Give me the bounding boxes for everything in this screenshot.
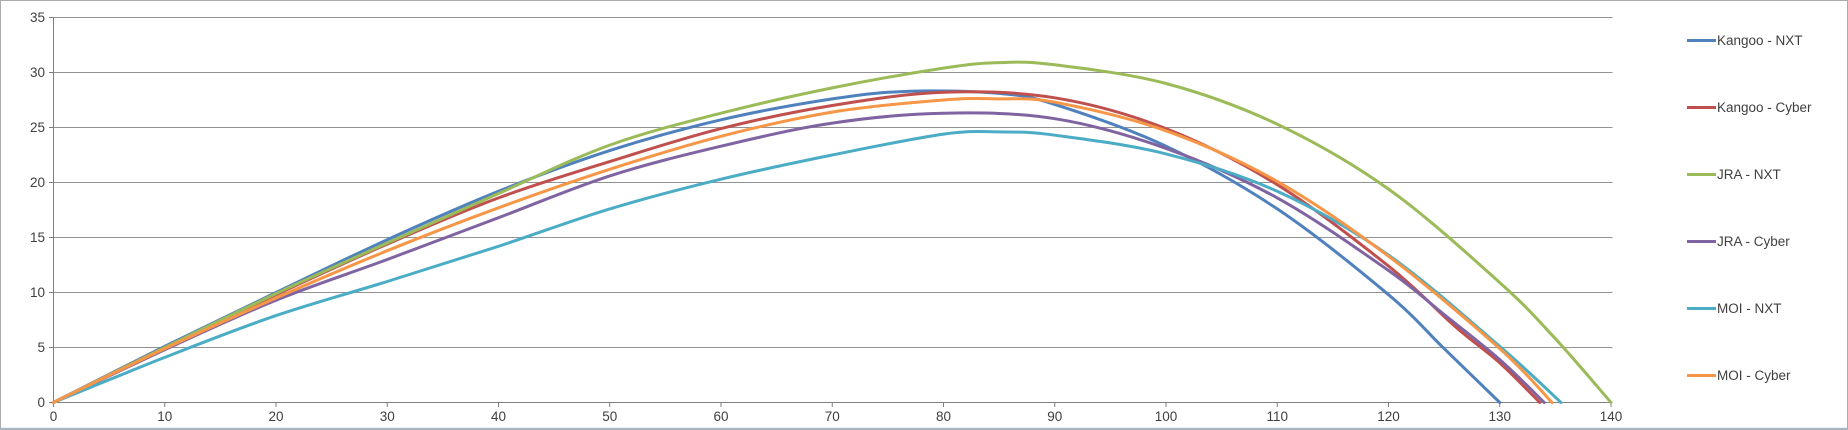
legend-item-moi-nxt[interactable]: MOI - NXT — [1687, 301, 1812, 317]
y-axis-tick-label: 30 — [30, 65, 45, 80]
y-axis-tick-label: 20 — [30, 175, 45, 190]
y-axis-tick-label: 15 — [30, 230, 45, 245]
x-axis-tick-label: 100 — [1155, 409, 1178, 424]
y-axis-tick-label: 5 — [37, 340, 45, 355]
x-axis-tick-label: 10 — [157, 409, 172, 424]
x-axis-tick-label: 90 — [1047, 409, 1062, 424]
legend-item-label: Kangoo - Cyber — [1717, 99, 1812, 115]
legend-item-jra-nxt[interactable]: JRA - NXT — [1687, 166, 1812, 182]
legend-swatch-line — [1687, 38, 1716, 42]
legend-item-jra-cyber[interactable]: JRA - Cyber — [1687, 234, 1812, 250]
legend-item-label: MOI - NXT — [1717, 301, 1782, 317]
legend-swatch-line — [1687, 307, 1716, 311]
y-axis-tick-label: 10 — [30, 285, 45, 300]
x-axis-tick-label: 50 — [602, 409, 617, 424]
legend-item-label: JRA - Cyber — [1717, 234, 1790, 250]
x-axis-tick-label: 20 — [268, 409, 283, 424]
x-axis-tick-label: 30 — [380, 409, 395, 424]
y-axis-tick-label: 35 — [30, 10, 45, 25]
x-axis-tick-label: 60 — [713, 409, 728, 424]
x-axis-tick-label: 70 — [825, 409, 840, 424]
legend-swatch-line — [1687, 240, 1716, 244]
legend-item-moi-cyber[interactable]: MOI - Cyber — [1687, 368, 1812, 384]
legend-swatch-line — [1687, 374, 1716, 378]
x-axis-tick-label: 120 — [1377, 409, 1400, 424]
y-axis-tick-label: 25 — [30, 120, 45, 135]
x-axis-tick-label: 110 — [1266, 409, 1288, 424]
x-axis-tick-label: 130 — [1488, 409, 1511, 424]
legend-item-label: MOI - Cyber — [1717, 368, 1791, 384]
legend-item-label: Kangoo - NXT — [1717, 32, 1803, 48]
series-line-moi-cyber[interactable] — [52, 96, 1554, 404]
chart-legend: Kangoo - NXT Kangoo - Cyber JRA - NXT JRA -… — [1687, 32, 1812, 384]
x-axis-tick-label: 80 — [936, 409, 951, 424]
legend-item-kangoo-cyber[interactable]: Kangoo - Cyber — [1687, 99, 1812, 115]
x-axis-tick-label: 140 — [1600, 409, 1623, 424]
legend-swatch-line — [1687, 105, 1716, 109]
legend-item-kangoo-nxt[interactable]: Kangoo - NXT — [1687, 32, 1812, 48]
x-axis-tick-label: 40 — [491, 409, 506, 424]
legend-item-label: JRA - NXT — [1717, 166, 1781, 182]
x-axis-tick-label: 0 — [50, 409, 58, 424]
series-line-jra-nxt[interactable] — [52, 60, 1613, 404]
series-line-jra-cyber[interactable] — [52, 111, 1546, 404]
y-axis-tick-label: 0 — [37, 395, 45, 410]
legend-swatch-line — [1687, 172, 1716, 176]
